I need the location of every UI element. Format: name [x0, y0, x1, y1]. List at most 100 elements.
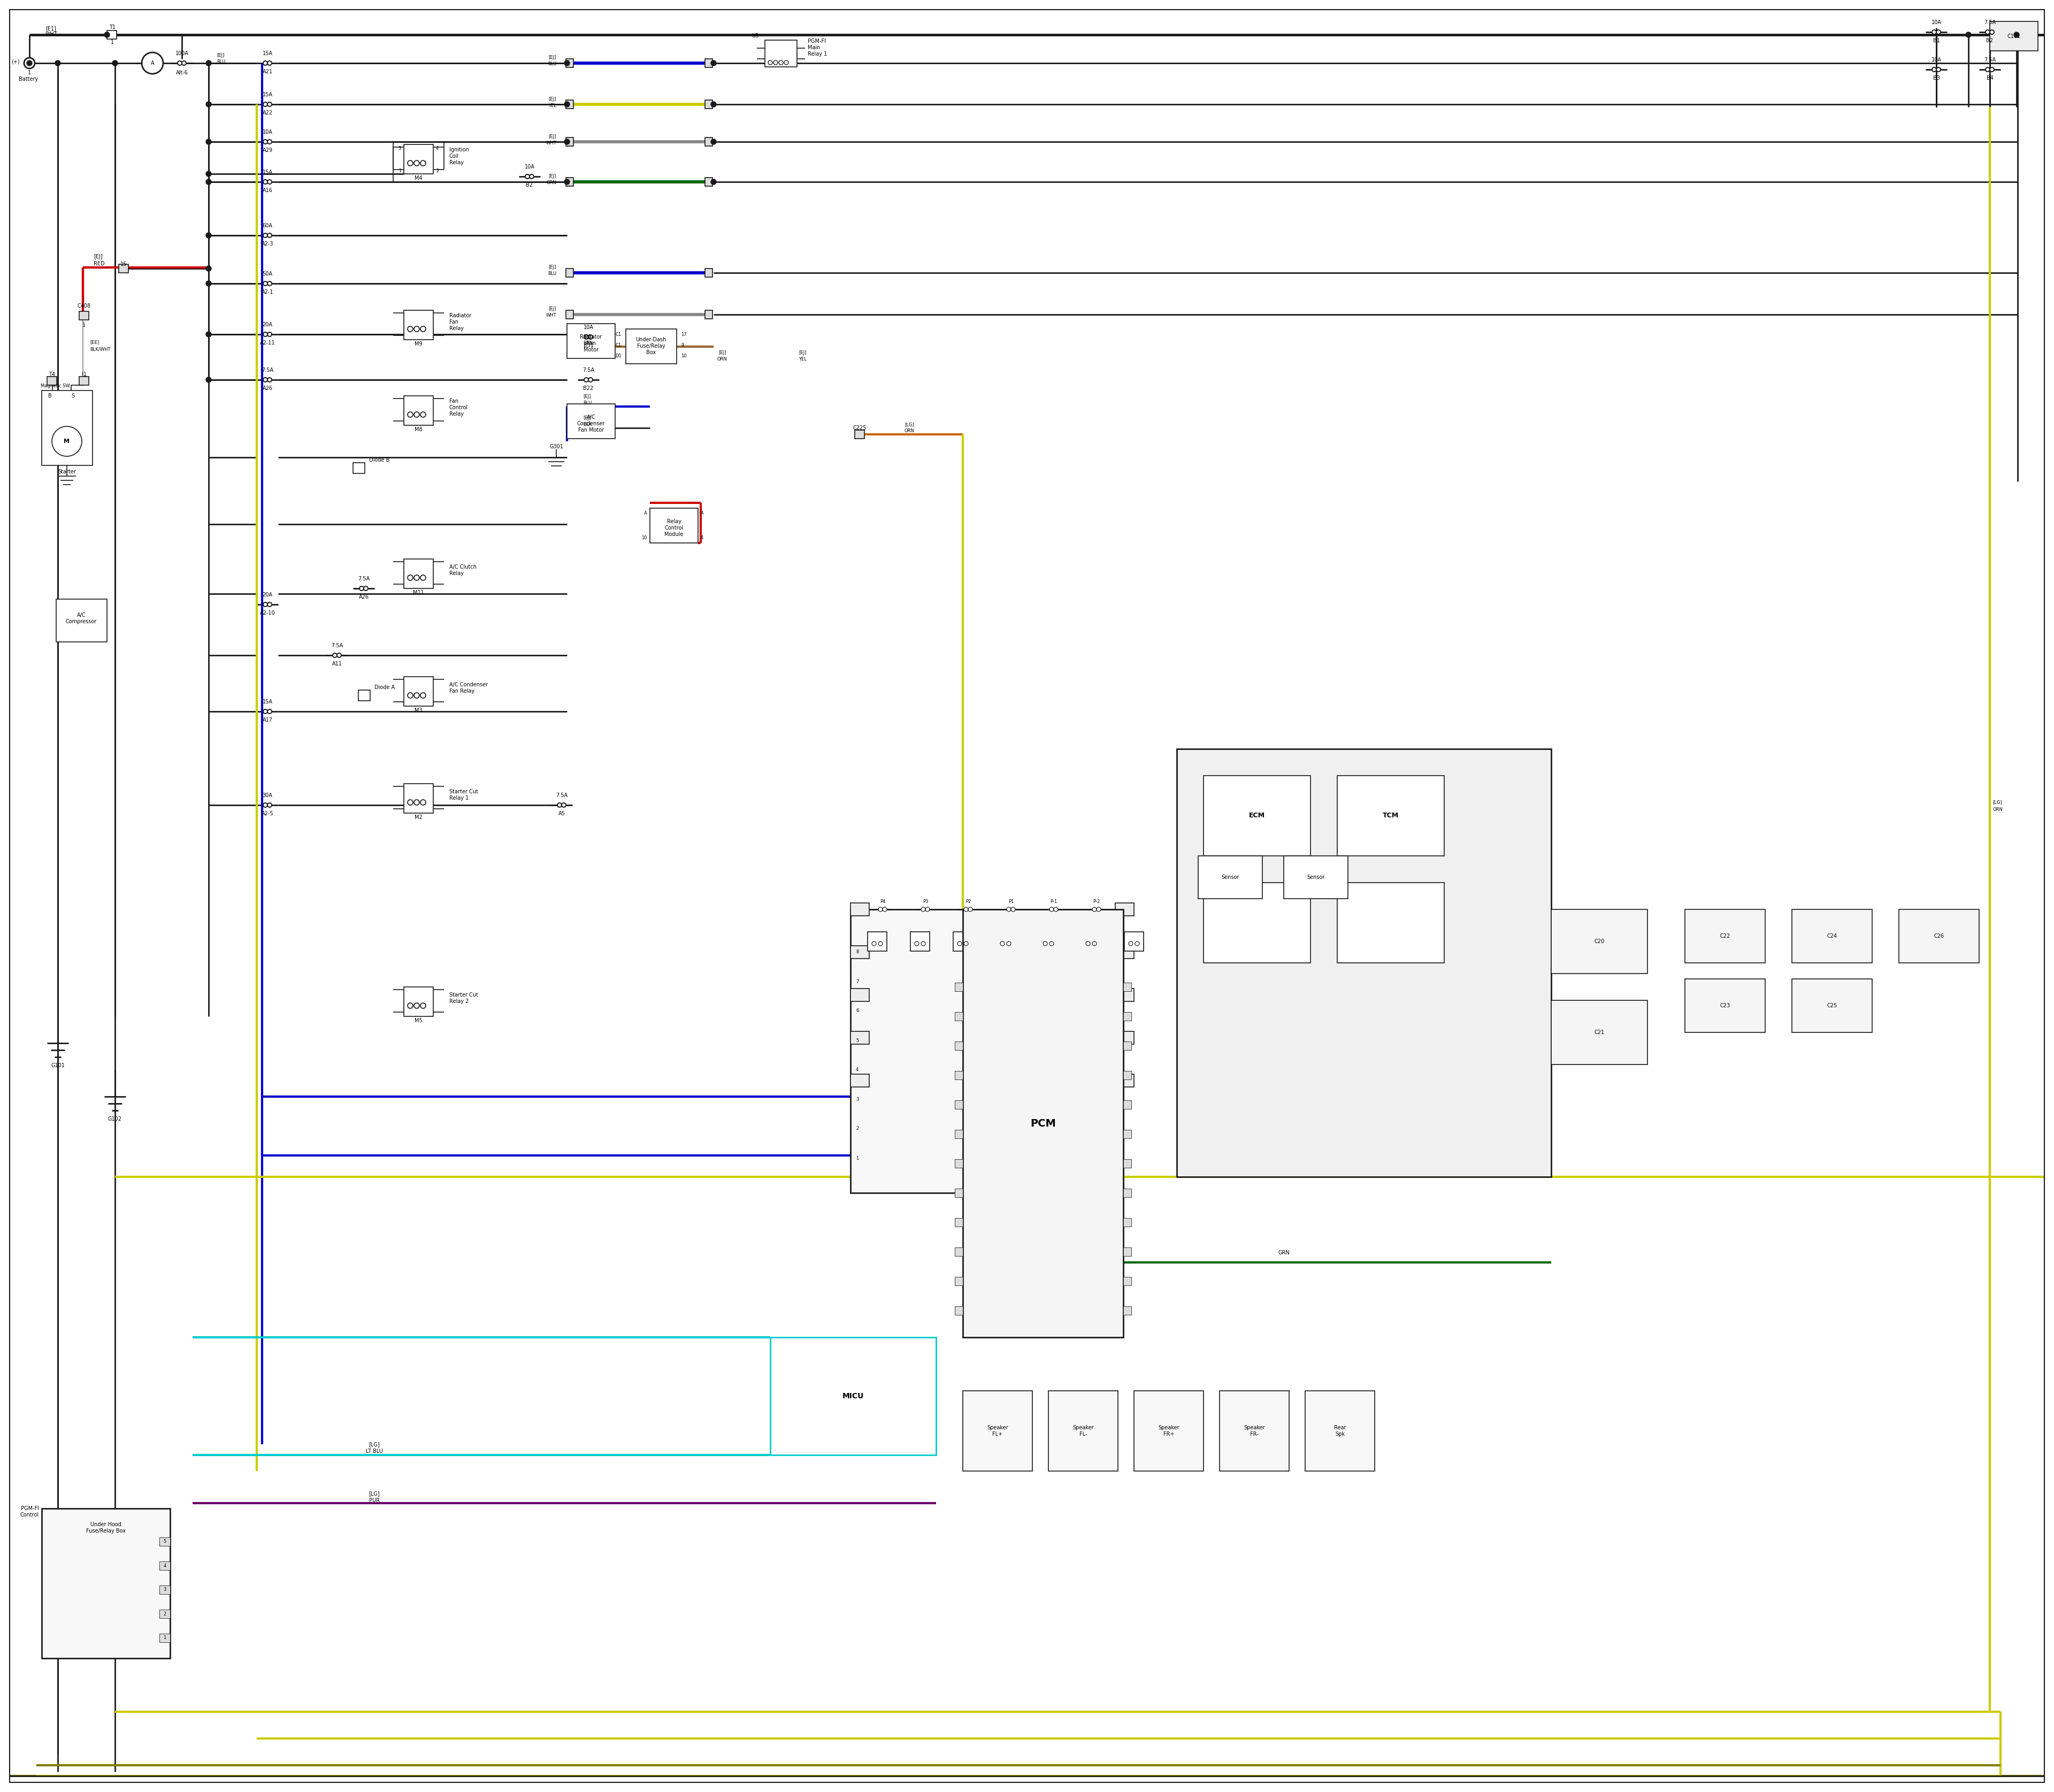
Text: PGM-FI: PGM-FI — [21, 1505, 39, 1511]
Bar — [357, 690, 370, 701]
Text: 50A: 50A — [263, 271, 273, 276]
Circle shape — [205, 140, 212, 145]
Circle shape — [267, 332, 271, 337]
Text: P1: P1 — [1009, 900, 1015, 903]
Circle shape — [55, 61, 60, 66]
Bar — [955, 1159, 963, 1168]
Text: [LG]: [LG] — [904, 423, 914, 426]
Text: C101: C101 — [2007, 34, 2021, 39]
Text: A: A — [645, 511, 647, 516]
Text: 2: 2 — [164, 1611, 166, 1616]
Text: C22: C22 — [1719, 934, 1729, 939]
Text: 7.5A: 7.5A — [261, 367, 273, 373]
Bar — [955, 1247, 963, 1256]
Text: [LG]: [LG] — [370, 1441, 380, 1446]
Text: 60A: 60A — [263, 222, 273, 228]
Circle shape — [205, 102, 212, 108]
Text: A26: A26 — [263, 385, 273, 391]
Circle shape — [1093, 941, 1097, 946]
Text: Fan: Fan — [587, 340, 596, 346]
Bar — [1124, 1041, 1132, 1050]
Text: Magnetic SW: Magnetic SW — [41, 383, 70, 389]
Circle shape — [183, 61, 187, 65]
Text: Box: Box — [647, 349, 655, 355]
Circle shape — [205, 281, 212, 287]
Text: Relay: Relay — [668, 520, 682, 525]
Bar — [1990, 22, 2038, 50]
Bar — [955, 982, 963, 991]
Bar — [405, 145, 433, 174]
Bar — [955, 1306, 963, 1315]
Circle shape — [415, 799, 419, 805]
Text: BLU: BLU — [583, 401, 592, 405]
Circle shape — [2013, 32, 2019, 38]
Bar — [55, 599, 107, 642]
Circle shape — [1006, 941, 1011, 946]
Bar — [626, 330, 676, 364]
Text: I1: I1 — [82, 371, 86, 376]
Circle shape — [263, 710, 267, 713]
Circle shape — [205, 172, 212, 177]
Circle shape — [205, 332, 212, 337]
Text: Module: Module — [665, 532, 684, 538]
Text: [EJ]: [EJ] — [548, 134, 557, 138]
Bar — [850, 989, 869, 1002]
Text: Condenser: Condenser — [577, 421, 606, 426]
Circle shape — [263, 140, 267, 143]
Bar — [567, 59, 573, 68]
Text: B: B — [47, 392, 51, 398]
Text: Relay: Relay — [450, 159, 464, 165]
Bar — [955, 1012, 963, 1021]
Circle shape — [1986, 68, 1990, 72]
Text: 7.5A: 7.5A — [357, 575, 370, 581]
Circle shape — [1011, 907, 1015, 912]
Circle shape — [526, 174, 530, 179]
Bar — [850, 903, 869, 916]
Bar — [764, 39, 797, 66]
Text: WHT: WHT — [546, 314, 557, 317]
Text: PUR: PUR — [370, 1498, 380, 1503]
Text: Under-Dash: Under-Dash — [635, 337, 665, 342]
Text: A/C Condenser: A/C Condenser — [450, 683, 489, 688]
Text: Alt-6: Alt-6 — [177, 70, 189, 75]
Text: P-2: P-2 — [1093, 900, 1101, 903]
Bar — [41, 1509, 170, 1658]
Text: Control: Control — [450, 405, 468, 410]
Text: [EJ]: [EJ] — [94, 254, 103, 260]
Circle shape — [263, 803, 267, 806]
Bar — [1551, 1000, 1647, 1064]
Text: 1: 1 — [398, 168, 401, 174]
Bar — [1204, 776, 1310, 857]
Text: Fuse/Relay: Fuse/Relay — [637, 344, 665, 349]
Circle shape — [205, 265, 212, 271]
Circle shape — [205, 376, 212, 382]
Bar — [649, 509, 698, 543]
Text: Coil: Coil — [450, 154, 458, 159]
Text: 3: 3 — [398, 145, 401, 151]
Bar — [1684, 909, 1764, 962]
Bar — [1115, 903, 1134, 916]
Bar — [1124, 1306, 1132, 1315]
Circle shape — [267, 102, 271, 106]
Bar — [1124, 1188, 1132, 1197]
Text: 3: 3 — [857, 1097, 859, 1102]
Text: Starter Cut: Starter Cut — [450, 788, 479, 794]
Circle shape — [407, 1004, 413, 1009]
Circle shape — [105, 32, 109, 38]
Text: G301: G301 — [548, 444, 563, 450]
Text: P2: P2 — [965, 900, 972, 903]
Circle shape — [1136, 941, 1140, 946]
Text: 2: 2 — [857, 1127, 859, 1131]
Text: Control: Control — [665, 525, 684, 530]
Text: C21: C21 — [1594, 1030, 1604, 1036]
Bar — [353, 462, 366, 473]
Circle shape — [926, 907, 930, 912]
Text: [LG]: [LG] — [370, 1491, 380, 1496]
Bar — [854, 430, 865, 439]
Circle shape — [333, 652, 337, 658]
Text: 1: 1 — [111, 39, 113, 45]
Text: Fan Motor: Fan Motor — [577, 428, 604, 432]
Text: A17: A17 — [263, 717, 273, 722]
Bar — [160, 1609, 170, 1618]
Circle shape — [267, 281, 271, 285]
